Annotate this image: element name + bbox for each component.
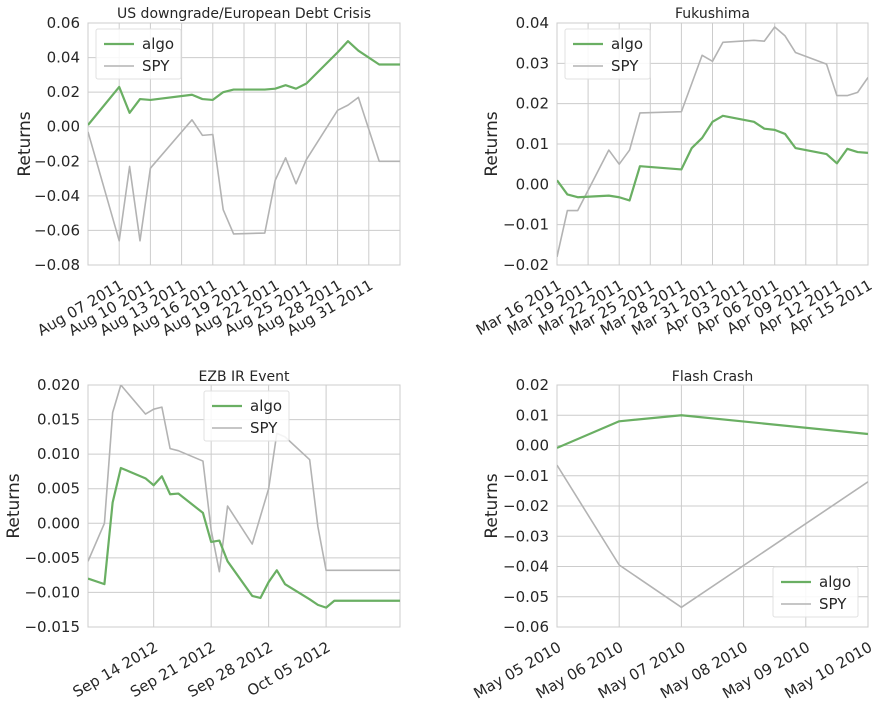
y-tick-label: −0.05 [503, 588, 549, 606]
y-tick-label: 0.005 [37, 480, 80, 498]
y-tick-label: 0.00 [516, 175, 549, 193]
y-tick-label: 0.01 [516, 406, 549, 424]
plot-frame [87, 384, 401, 628]
y-tick-label: 0.015 [37, 411, 80, 429]
y-tick-label: 0.02 [47, 83, 80, 101]
chart-panel-4: Flash Crash Returns −0.06 −0.05 −0.04 −0.03 −0… [471, 369, 875, 702]
series-line-spy [557, 26, 868, 258]
y-tick-label: −0.06 [34, 221, 80, 239]
series-line-algo [88, 40, 400, 126]
chart-title: Fukushima [675, 6, 750, 22]
chart-title: EZB IR Event [199, 369, 290, 385]
y-tick-label: 0.020 [37, 376, 80, 394]
series-line-algo [88, 466, 400, 609]
legend-label: algo [142, 35, 174, 53]
legend: algo SPY [772, 566, 859, 618]
y-tick-label: −0.04 [503, 558, 549, 576]
y-tick-label: 0.03 [516, 54, 549, 72]
y-tick-label: 0.00 [47, 118, 80, 136]
series-line-spy [88, 385, 400, 573]
legend: algo SPY [564, 28, 651, 80]
y-tick-label: −0.015 [24, 618, 80, 636]
y-tick-label: −0.02 [503, 256, 549, 274]
plot-frame [556, 384, 869, 628]
legend: algo SPY [95, 28, 182, 80]
y-tick-label: −0.04 [34, 187, 80, 205]
y-axis-label: Returns [482, 473, 502, 538]
y-tick-label: 0.000 [37, 514, 80, 532]
y-tick-label: −0.03 [503, 527, 549, 545]
y-tick-label: −0.01 [503, 216, 549, 234]
legend-label: algo [819, 573, 851, 591]
y-axis-label: Returns [4, 473, 24, 538]
y-tick-label: 0.06 [47, 14, 80, 32]
y-axis-label: Returns [15, 111, 35, 176]
series-line-spy [557, 464, 868, 609]
y-tick-label: −0.06 [503, 618, 549, 636]
plot-frame [556, 22, 869, 266]
legend-label: algo [611, 35, 643, 53]
y-tick-label: 0.010 [37, 445, 80, 463]
legend-label: SPY [250, 419, 278, 437]
chart-panel-3: EZB IR Event Returns −0.015 −0.010 −0.005 0.0… [4, 369, 401, 701]
y-tick-label: −0.01 [503, 467, 549, 485]
y-tick-label: −0.010 [24, 583, 80, 601]
y-tick-label: 0.02 [516, 376, 549, 394]
series-line-spy [88, 96, 400, 242]
series-line-algo [557, 414, 868, 449]
legend-label: SPY [611, 57, 639, 75]
y-tick-label: 0.04 [516, 14, 549, 32]
y-tick-label: −0.005 [24, 549, 80, 567]
legend-label: algo [250, 397, 282, 415]
y-tick-label: 0.02 [516, 95, 549, 113]
chart-title: Flash Crash [672, 369, 753, 385]
y-tick-label: 0.01 [516, 135, 549, 153]
y-tick-label: 0.00 [516, 437, 549, 455]
y-tick-label: −0.02 [503, 497, 549, 515]
series-line-algo [557, 114, 868, 202]
plot-frame [87, 22, 401, 266]
legend: algo SPY [203, 390, 290, 442]
y-tick-label: −0.08 [34, 256, 80, 274]
chart-panel-2: Fukushima Returns −0.02 −0.01 0.00 0.01 0.02 0.… [473, 6, 875, 339]
legend-label: SPY [819, 595, 847, 613]
y-tick-label: −0.02 [34, 152, 80, 170]
legend-label: SPY [142, 57, 170, 75]
chart-title: US downgrade/European Debt Crisis [117, 6, 371, 22]
y-axis-label: Returns [482, 111, 502, 176]
chart-panel-1: US downgrade/European Debt Crisis Returns… [15, 6, 401, 340]
y-tick-label: 0.04 [47, 49, 80, 67]
